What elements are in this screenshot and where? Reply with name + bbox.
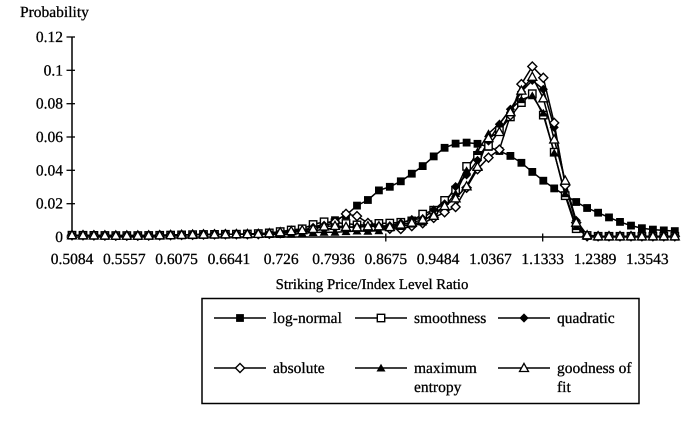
svg-text:0.5557: 0.5557 [103,251,146,268]
svg-text:absolute: absolute [273,360,325,377]
svg-text:smoothness: smoothness [414,310,486,327]
svg-text:fit: fit [557,379,571,396]
svg-text:goodness of: goodness of [557,360,632,377]
svg-text:0.04: 0.04 [36,162,63,179]
svg-text:0.9484: 0.9484 [417,251,460,268]
svg-text:0.12: 0.12 [36,29,63,46]
svg-text:0.06: 0.06 [36,129,63,146]
svg-text:0.5084: 0.5084 [51,251,94,268]
svg-text:0.6641: 0.6641 [208,251,251,268]
svg-text:0.08: 0.08 [36,96,63,113]
svg-text:entropy: entropy [414,379,462,396]
svg-text:1.1333: 1.1333 [521,251,564,268]
svg-text:0.8675: 0.8675 [364,251,407,268]
svg-text:1.0367: 1.0367 [469,251,512,268]
svg-text:0.1: 0.1 [44,62,63,79]
svg-text:Striking Price/Index Level Rat: Striking Price/Index Level Ratio [276,277,469,293]
svg-text:0: 0 [55,229,63,246]
svg-text:1.2389: 1.2389 [574,251,617,268]
svg-text:Probability: Probability [20,4,89,21]
svg-text:0.02: 0.02 [36,196,63,213]
svg-text:0.726: 0.726 [264,251,299,268]
svg-text:0.7936: 0.7936 [312,251,355,268]
svg-text:maximum: maximum [414,360,477,377]
svg-text:log-normal: log-normal [273,310,342,327]
svg-text:0.6075: 0.6075 [155,251,198,268]
svg-text:1.3543: 1.3543 [626,251,669,268]
svg-text:quadratic: quadratic [557,310,615,327]
